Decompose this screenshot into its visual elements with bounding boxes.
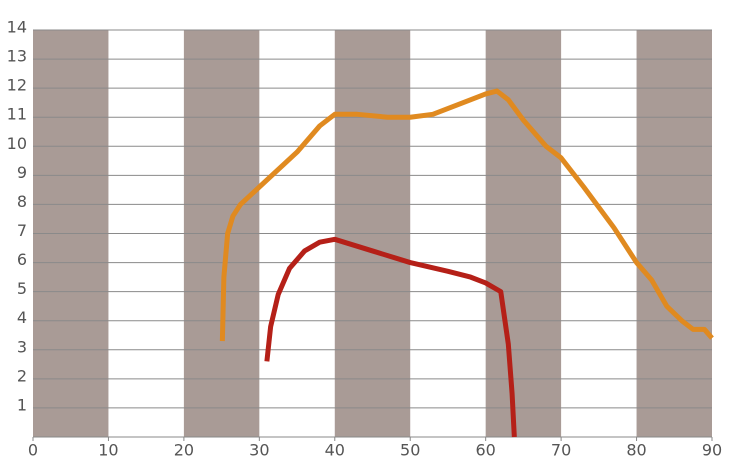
x-tick-label: 50 (400, 441, 420, 460)
series-line (264, 236, 517, 438)
x-tick-label: 60 (475, 441, 495, 460)
y-tick-label: 2 (17, 366, 27, 385)
y-tick-label: 9 (17, 163, 27, 182)
x-tick-label: 90 (702, 441, 722, 460)
series-line (219, 88, 714, 342)
y-tick-label: 10 (7, 134, 27, 153)
x-tick-label: 40 (325, 441, 345, 460)
x-tick-label: 10 (98, 441, 118, 460)
y-tick-label: 8 (17, 192, 27, 211)
y-tick-label: 3 (17, 337, 27, 356)
y-tick-label: 12 (7, 76, 27, 95)
y-tick-label: 7 (17, 221, 27, 240)
y-tick-label: 11 (7, 105, 27, 124)
y-tick-label: 1 (17, 395, 27, 414)
x-tick-label: 0 (28, 441, 38, 460)
x-tick-label: 70 (551, 441, 571, 460)
x-tick-label: 80 (626, 441, 646, 460)
y-tick-label: 6 (17, 250, 27, 269)
y-tick-label: 5 (17, 279, 27, 298)
x-tick-label: 20 (174, 441, 194, 460)
y-tick-label: 13 (7, 47, 27, 66)
x-tick-label: 30 (249, 441, 269, 460)
y-tick-label: 4 (17, 308, 27, 327)
y-tick-label: 14 (7, 18, 27, 37)
